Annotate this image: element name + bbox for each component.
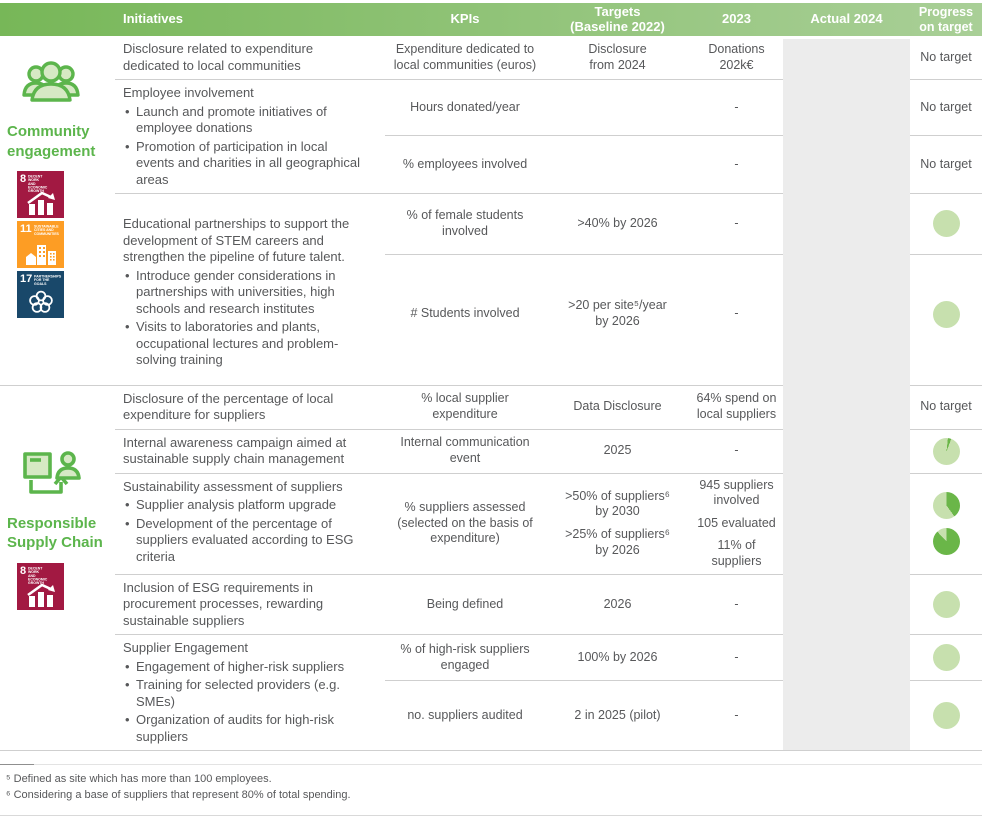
community-sidebar: Community engagement 8 DECENT WORK AND EC… — [0, 36, 115, 374]
2023-cell: 945 suppliers involved 105 evaluated 11%… — [697, 477, 776, 569]
section-community-engagement: Community engagement 8 DECENT WORK AND EC… — [0, 36, 982, 374]
target-cell: 2 in 2025 (pilot) — [574, 707, 661, 722]
sdg-8-icon: 8 DECENT WORK AND ECONOMIC GROWTH — [17, 562, 64, 610]
kpi-cell: % employees involved — [402, 156, 528, 171]
kpi-cell: % of high-risk suppliers engaged — [400, 642, 530, 672]
kpi-cell: % suppliers assessed (selected on the ba… — [397, 500, 533, 546]
kpi-cell: Being defined — [426, 596, 504, 611]
target-cell: >20 per site⁵/year by 2026 — [568, 298, 667, 328]
progress-cell: No target — [920, 399, 972, 414]
progress-circle — [932, 210, 960, 238]
progress-pie — [932, 528, 960, 556]
sdg-17-icon: 17 PARTNERSHIPS FOR THE GOALS — [17, 271, 64, 318]
2023-cell: - — [734, 596, 739, 611]
progress-cell — [910, 430, 982, 473]
progress-circle — [932, 590, 960, 618]
progress-circle — [932, 300, 960, 328]
target-cell: Data Disclosure — [573, 399, 662, 414]
2023-cell: - — [734, 306, 739, 321]
progress-cell — [910, 474, 982, 574]
progress-cell — [910, 635, 982, 680]
2023-cell: - — [734, 156, 739, 171]
initiative-text: Educational partnerships to support the … — [115, 194, 385, 374]
header-progress: Progress on target — [918, 5, 974, 34]
initiative-text: Sustainability assessment of suppliers S… — [115, 474, 385, 574]
kpi-cell: % local supplier expenditure — [421, 391, 509, 421]
progress-pie — [932, 437, 960, 465]
2023-cell: 64% spend on local suppliers — [696, 391, 777, 421]
progress-cell: No target — [920, 99, 972, 114]
footnote-5: ⁵ Defined as site which has more than 10… — [6, 773, 272, 786]
progress-cell — [910, 194, 982, 254]
table-header: Initiatives KPIs Targets (Baseline 2022)… — [0, 3, 982, 36]
supply-chain-sidebar: Responsible Supply Chain 8 DECENT WORK AN… — [0, 386, 115, 751]
kpi-cell: % of female students involved — [406, 208, 524, 238]
row-educational-partnerships: Educational partnerships to support the … — [115, 193, 982, 374]
target-cell: >50% of suppliers⁶ by 2030 >25% of suppl… — [565, 488, 670, 557]
header-kpis: KPIs — [450, 11, 480, 27]
2023-cell: - — [734, 99, 739, 114]
esg-kpi-table: Initiatives KPIs Targets (Baseline 2022)… — [0, 3, 982, 752]
sdg-8-glyph — [26, 583, 55, 607]
section-title-supply-chain: Responsible Supply Chain — [7, 514, 103, 552]
sdg-11-icon: 11 SUSTAINABLE CITIES AND COMMUNITIES — [17, 221, 64, 268]
target-cell — [545, 80, 690, 135]
section-title-community: Community engagement — [7, 123, 96, 160]
row-internal-awareness: Internal awareness campaign aimed at sus… — [115, 428, 982, 473]
kpi-cell: Internal communication event — [400, 435, 530, 465]
footnote-divider — [0, 764, 982, 766]
progress-cell — [910, 575, 982, 635]
2023-cell: - — [734, 649, 739, 664]
2023-cell: - — [734, 443, 739, 458]
kpi-cell: Expenditure dedicated to local communiti… — [393, 41, 537, 72]
sdg-icons: 8 DECENT WORK AND ECONOMIC GROWTH — [17, 171, 64, 318]
section-divider — [0, 374, 982, 386]
row-esg-procurement: Inclusion of ESG requirements in procure… — [115, 573, 982, 635]
footnote-6: ⁶ Considering a base of suppliers that r… — [6, 788, 351, 801]
2023-cell: - — [734, 707, 739, 722]
footnotes-area: ⁵ Defined as site which has more than 10… — [0, 764, 982, 816]
header-initiatives: Initiatives — [123, 11, 183, 27]
row-disclosure-local-communities: Disclosure related to expenditure dedica… — [115, 36, 982, 79]
initiative-text: Disclosure of the percentage of local ex… — [123, 390, 334, 423]
initiative-text: Disclosure related to expenditure dedica… — [123, 41, 314, 73]
supply-chain-icon — [23, 450, 81, 494]
actual-2024-column-highlight — [783, 39, 910, 751]
target-cell: 2025 — [603, 443, 632, 458]
sdg-8-icon: 8 DECENT WORK AND ECONOMIC GROWTH — [17, 171, 64, 218]
sdg-11-glyph — [25, 245, 56, 265]
initiative-text: Internal awareness campaign aimed at sus… — [123, 434, 347, 467]
initiative-text: Supplier Engagement Engagement of higher… — [115, 635, 385, 750]
target-cell: Disclosure from 2024 — [588, 41, 647, 72]
2023-cell: Donations 202k€ — [708, 41, 765, 72]
progress-cell — [910, 681, 982, 750]
initiative-text: Employee involvement Launch and promote … — [115, 80, 385, 193]
progress-circle — [932, 644, 960, 672]
progress-pie — [932, 492, 960, 520]
header-actual-2024: Actual 2024 — [810, 11, 883, 27]
kpi-cell: no. suppliers audited — [407, 707, 523, 722]
sdg-icons: 8 DECENT WORK AND ECONOMIC GROWTH — [17, 562, 64, 610]
progress-circle — [932, 702, 960, 730]
kpi-cell: Hours donated/year — [410, 99, 520, 114]
sdg-17-glyph — [28, 290, 53, 313]
progress-cell — [910, 255, 982, 374]
header-targets: Targets (Baseline 2022) — [570, 3, 665, 34]
target-cell: 2026 — [603, 596, 632, 611]
kpi-cell: # Students involved — [410, 306, 520, 321]
target-cell: 100% by 2026 — [577, 649, 658, 664]
target-cell — [545, 136, 690, 193]
target-cell: >40% by 2026 — [577, 215, 658, 230]
initiative-text: Inclusion of ESG requirements in procure… — [123, 579, 324, 628]
2023-cell: - — [734, 215, 739, 230]
progress-cell: No target — [920, 156, 972, 171]
progress-cell: No target — [920, 49, 972, 64]
sdg-8-glyph — [26, 191, 55, 215]
people-group-icon — [22, 61, 80, 102]
header-2023: 2023 — [722, 11, 751, 27]
